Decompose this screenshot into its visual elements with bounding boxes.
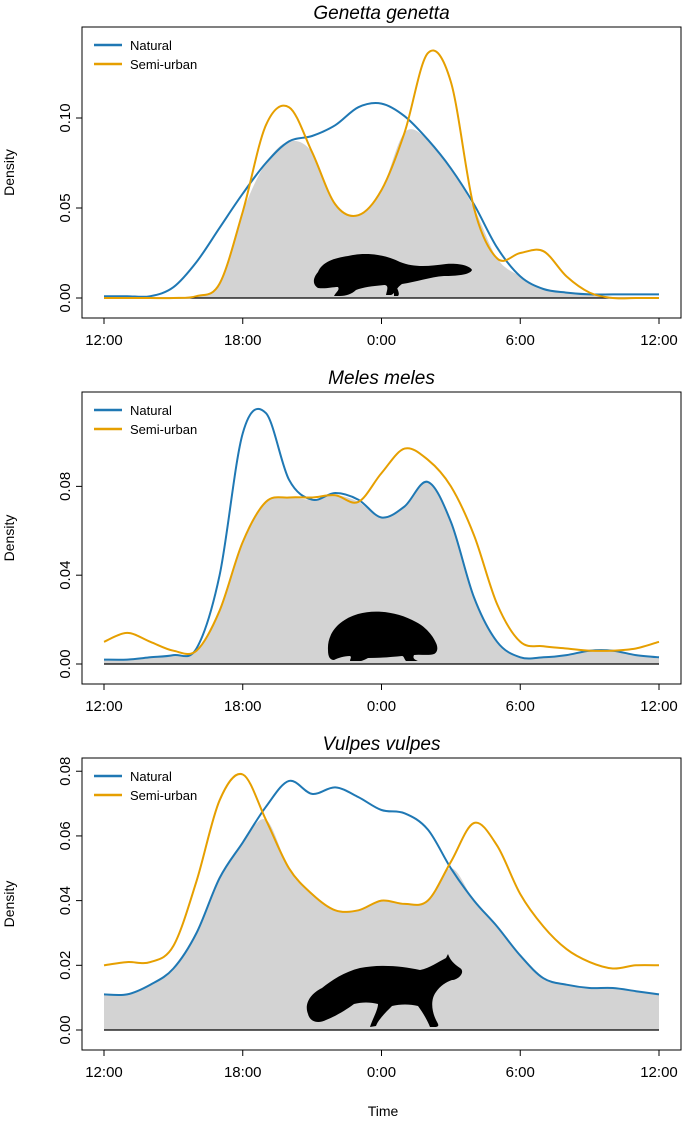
y-tick-label: 0.10 bbox=[57, 103, 74, 132]
y-tick-label: 0.04 bbox=[57, 561, 74, 590]
x-tick-label: 12:00 bbox=[85, 1064, 123, 1081]
badger-icon bbox=[327, 611, 438, 661]
chart-title: Vulpes vulpes bbox=[323, 734, 441, 755]
x-tick-label: 12:00 bbox=[640, 1064, 678, 1081]
series-line-natural bbox=[103, 779, 660, 997]
series-line-semi-urban bbox=[103, 772, 660, 970]
x-tick-label: 6:00 bbox=[506, 332, 535, 349]
panel-1: Genetta genetta Density 0.00 0.05 0.10 12:00 1… bbox=[1, 3, 682, 349]
x-tick-label: 18:00 bbox=[224, 698, 262, 715]
chart-title: Meles meles bbox=[328, 368, 435, 389]
y-tick-label: 0.06 bbox=[57, 821, 74, 850]
y-tick-label: 0.02 bbox=[57, 951, 74, 980]
legend-label: Semi-urban bbox=[130, 422, 197, 437]
legend-label: Semi-urban bbox=[130, 57, 197, 72]
y-tick-label: 0.00 bbox=[57, 649, 74, 678]
x-tick-label: 12:00 bbox=[85, 332, 123, 349]
overlap-area bbox=[104, 481, 659, 664]
genet-icon bbox=[313, 254, 472, 296]
series-line-natural bbox=[103, 102, 659, 298]
series-line-semi-urban bbox=[103, 447, 660, 655]
x-tick-label: 18:00 bbox=[224, 332, 262, 349]
legend-label: Natural bbox=[130, 38, 172, 53]
y-tick-label: 0.00 bbox=[57, 1015, 74, 1044]
x-tick-label: 0:00 bbox=[367, 698, 396, 715]
y-axis-label: Density bbox=[1, 149, 17, 196]
x-tick-label: 0:00 bbox=[367, 332, 396, 349]
panel-3: Vulpes vulpes Density 0.00 0.02 0.04 0.06 0.08… bbox=[1, 734, 682, 1081]
x-tick-label: 12:00 bbox=[640, 698, 678, 715]
x-tick-label: 18:00 bbox=[224, 1064, 262, 1081]
legend-label: Natural bbox=[130, 769, 172, 784]
y-tick-label: 0.00 bbox=[57, 283, 74, 312]
overlap-area bbox=[104, 819, 659, 1030]
series-line-semi-urban bbox=[103, 49, 659, 300]
x-axis-label: Time bbox=[368, 1103, 399, 1119]
legend-label: Semi-urban bbox=[130, 788, 197, 803]
y-axis-label: Density bbox=[1, 515, 17, 562]
y-axis-label: Density bbox=[1, 881, 17, 928]
y-tick-label: 0.04 bbox=[57, 886, 74, 915]
x-tick-label: 0:00 bbox=[367, 1064, 396, 1081]
x-tick-label: 6:00 bbox=[506, 698, 535, 715]
x-tick-label: 12:00 bbox=[640, 332, 678, 349]
panel-2: Meles meles Density 0.00 0.04 0.08 12:00 18:00… bbox=[1, 368, 682, 715]
overlap-area bbox=[104, 129, 659, 299]
x-tick-label: 6:00 bbox=[506, 1064, 535, 1081]
y-tick-label: 0.08 bbox=[57, 472, 74, 501]
fox-icon bbox=[306, 954, 463, 1027]
y-tick-label: 0.05 bbox=[57, 193, 74, 222]
x-tick-label: 12:00 bbox=[85, 698, 123, 715]
y-tick-label: 0.08 bbox=[57, 757, 74, 786]
chart-title: Genetta genetta bbox=[313, 3, 449, 24]
series-line-natural bbox=[103, 407, 660, 661]
legend-label: Natural bbox=[130, 403, 172, 418]
